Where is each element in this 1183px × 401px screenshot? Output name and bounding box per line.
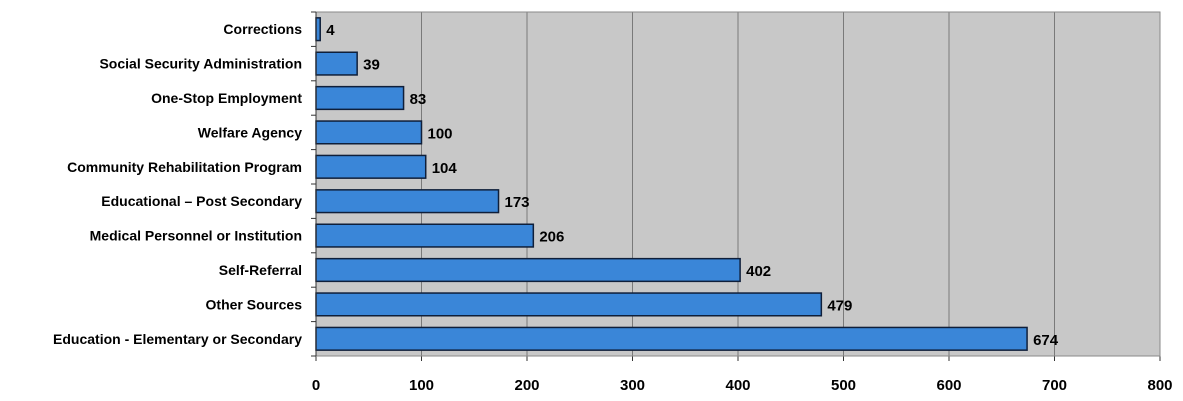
bar xyxy=(315,292,823,317)
data-label: 100 xyxy=(428,125,453,142)
category-label: Welfare Agency xyxy=(198,124,302,140)
bar xyxy=(315,223,535,248)
x-tick-label: 100 xyxy=(409,377,434,394)
x-tick-label: 700 xyxy=(1042,377,1067,394)
category-label: Medical Personnel or Institution xyxy=(90,228,302,244)
category-label: Education - Elementary or Secondary xyxy=(53,331,302,347)
data-label: 39 xyxy=(363,57,380,74)
category-label: Social Security Administration xyxy=(99,56,302,72)
category-label: One-Stop Employment xyxy=(151,90,302,106)
x-tick-label: 800 xyxy=(1147,377,1172,394)
data-label: 674 xyxy=(1033,332,1059,349)
data-label: 173 xyxy=(505,194,530,211)
category-label: Educational – Post Secondary xyxy=(101,193,302,209)
bar xyxy=(315,85,405,111)
category-label: Self-Referral xyxy=(219,262,302,278)
bar xyxy=(315,257,741,283)
x-tick-label: 300 xyxy=(620,377,645,394)
bar xyxy=(315,189,500,214)
x-tick-label: 0 xyxy=(312,377,320,394)
x-tick-label: 600 xyxy=(936,377,961,394)
data-label: 206 xyxy=(539,229,564,246)
data-label: 104 xyxy=(432,160,458,177)
category-label: Other Sources xyxy=(206,296,303,312)
labels: 0 100 200 300 400 500 600 700 800 Corrections 4 Soc… xyxy=(53,21,1172,394)
x-tick-label: 500 xyxy=(831,377,856,394)
x-tick-label: 200 xyxy=(514,377,539,394)
category-label: Corrections xyxy=(223,21,302,37)
data-label: 402 xyxy=(746,263,771,280)
category-label: Community Rehabilitation Program xyxy=(67,159,302,175)
x-tick-label: 400 xyxy=(725,377,750,394)
axes xyxy=(311,11,1161,361)
data-label: 83 xyxy=(410,91,427,108)
bars xyxy=(315,17,1028,351)
data-label: 479 xyxy=(827,297,852,314)
bar xyxy=(315,51,358,76)
bar xyxy=(315,326,1028,351)
data-label: 4 xyxy=(326,22,335,39)
bar xyxy=(315,154,427,179)
bar xyxy=(315,17,321,42)
bar xyxy=(315,120,423,145)
